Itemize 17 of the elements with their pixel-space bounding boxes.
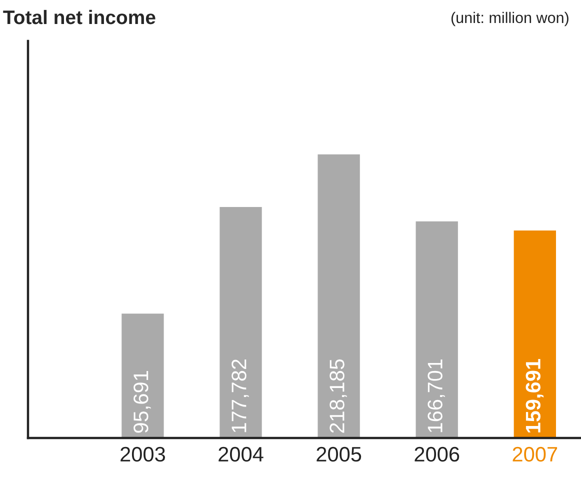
x-tick-label: 2005 xyxy=(316,446,362,462)
text: (unit: million won) xyxy=(451,12,568,26)
x-tick-label: 2006 xyxy=(414,446,460,462)
x-tick-label: 2007 xyxy=(512,446,558,462)
data-label: 166,701 xyxy=(428,359,445,432)
data-label: 159,691 xyxy=(526,359,544,432)
bar xyxy=(122,314,164,438)
bar xyxy=(220,206,262,438)
chart-title: Total net income xyxy=(3,10,156,24)
bar xyxy=(514,230,556,438)
data-label: 177,782 xyxy=(232,359,249,432)
bar xyxy=(318,154,360,438)
bar xyxy=(416,221,458,438)
data-label: 218,185 xyxy=(330,359,347,433)
x-tick-label: 2003 xyxy=(120,446,165,462)
data-label: 95,691 xyxy=(134,371,151,433)
x-tick-label: 2004 xyxy=(218,446,264,462)
